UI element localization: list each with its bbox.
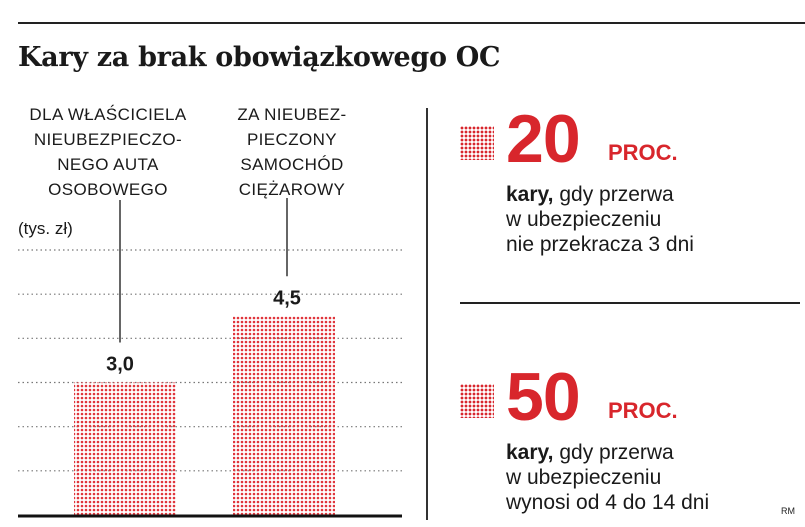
stat-50-percent: 50 PROC. kary, gdy przerwa w ubezpieczen…	[460, 359, 800, 514]
chart-title: Kary za brak obowiązkowego OC	[18, 42, 501, 73]
category-label-line: ZA NIEUBEZ-	[237, 105, 347, 124]
stat-line: wynosi od 4 do 14 dni	[506, 491, 710, 514]
value-label-truck: 4,5	[273, 287, 301, 309]
bar-passenger-car	[74, 382, 176, 515]
value-label-passenger-car: 3,0	[106, 354, 134, 376]
top-rule	[18, 22, 805, 24]
category-label-line: NIEUBEZPIECZO-	[33, 130, 183, 149]
unit-label: (tys. zł)	[18, 219, 73, 238]
dot-grid-icon	[460, 384, 494, 418]
category-label-line: CIĘŻAROWY	[238, 180, 346, 199]
category-label-line: SAMOCHÓD	[240, 155, 344, 174]
category-label-line: NEGO AUTA	[57, 155, 159, 174]
credit-initials: RM	[781, 506, 795, 516]
stat-lead: kary,	[506, 183, 554, 206]
bar-truck	[233, 316, 335, 515]
stat-lead: kary,	[506, 441, 554, 464]
stat-unit: PROC.	[608, 140, 678, 165]
stat-line: w ubezpieczeniu	[506, 208, 662, 231]
stat-unit: PROC.	[608, 398, 678, 423]
horizontal-divider	[460, 302, 800, 304]
stat-line: gdy przerwa	[559, 183, 674, 206]
bar-chart: 3,0 4,5	[18, 198, 402, 518]
category-label-line: DLA WŁAŚCICIELA	[29, 105, 187, 124]
vertical-divider	[426, 108, 428, 520]
stat-line: w ubezpieczeniu	[506, 466, 662, 489]
stat-line: gdy przerwa	[559, 441, 674, 464]
stat-20-percent: 20 PROC. kary, gdy przerwa w ubezpieczen…	[460, 101, 800, 256]
stat-description: kary, gdy przerwa w ubezpieczeniu nie pr…	[506, 182, 805, 257]
stat-number: 50	[506, 359, 581, 435]
category-label-line: OSOBOWEGO	[48, 180, 168, 199]
stat-description: kary, gdy przerwa w ubezpieczeniu wynosi…	[506, 440, 805, 515]
category-label-truck: ZA NIEUBEZ- PIECZONY SAMOCHÓD CIĘŻAROWY	[192, 102, 392, 202]
category-label-passenger-car: DLA WŁAŚCICIELA NIEUBEZPIECZO- NEGO AUTA…	[8, 102, 208, 202]
stat-line: nie przekracza 3 dni	[506, 233, 694, 256]
stat-number: 20	[506, 101, 581, 177]
category-label-line: PIECZONY	[246, 130, 338, 149]
dot-grid-icon	[460, 126, 494, 160]
